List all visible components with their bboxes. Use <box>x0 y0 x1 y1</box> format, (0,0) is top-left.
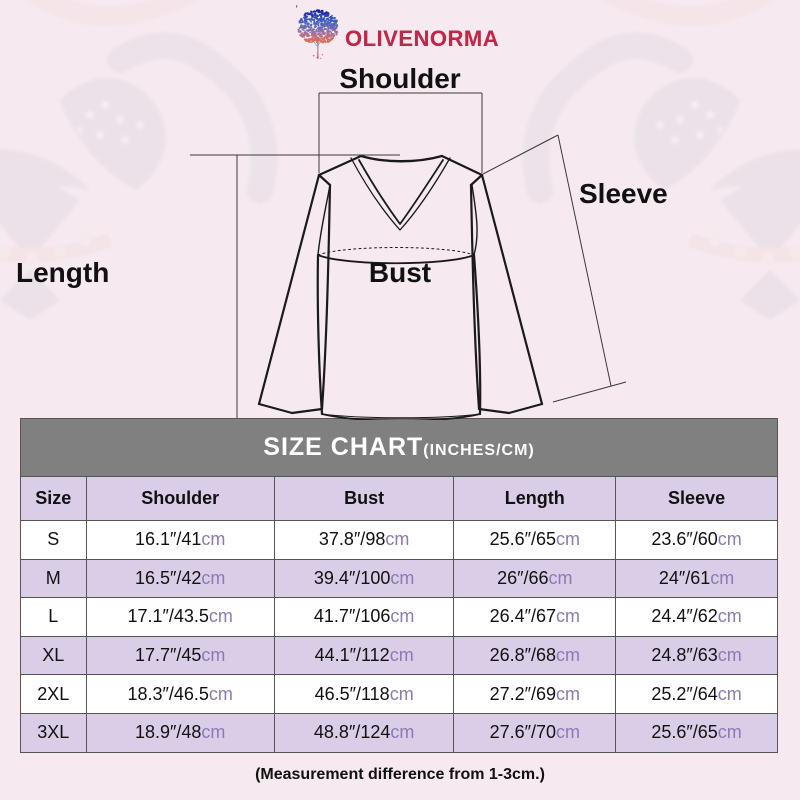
svg-text:Shoulder: Shoulder <box>339 63 460 94</box>
svg-text:Bust: Bust <box>369 257 431 288</box>
svg-text:Length: Length <box>16 257 109 288</box>
svg-text:Sleeve: Sleeve <box>579 178 668 209</box>
